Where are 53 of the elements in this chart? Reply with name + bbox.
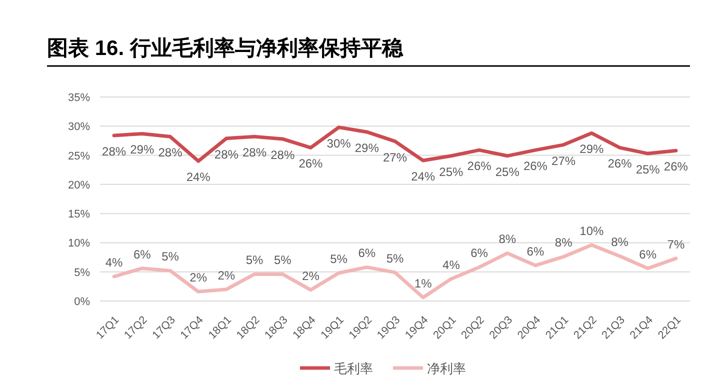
data-label: 28% — [242, 146, 267, 160]
data-label: 8% — [498, 232, 516, 246]
y-tick-label: 25% — [68, 150, 90, 162]
data-label: 26% — [298, 156, 324, 171]
data-label: 28% — [270, 148, 295, 162]
data-label: 26% — [467, 159, 492, 174]
data-label: 25% — [636, 162, 660, 177]
data-label: 5% — [386, 251, 404, 266]
data-label: 6% — [358, 246, 376, 260]
data-label: 5% — [330, 252, 348, 266]
chart-title: 图表 16. 行业毛利率与净利率保持平稳 — [47, 36, 404, 60]
data-label: 8% — [611, 235, 629, 250]
y-tick-label: 15% — [68, 208, 90, 221]
data-label: 26% — [608, 156, 632, 171]
y-tick-label: 20% — [68, 179, 90, 192]
y-tick-label: 5% — [74, 266, 90, 279]
data-label: 28% — [158, 146, 183, 160]
data-label: 2% — [190, 270, 208, 285]
y-tick-label: 30% — [68, 121, 90, 134]
data-label: 8% — [554, 236, 573, 250]
data-label: 29% — [354, 140, 380, 155]
data-label: 25% — [495, 164, 520, 179]
data-label: 2% — [218, 268, 236, 282]
data-label: 6% — [133, 247, 152, 262]
data-label: 26% — [664, 160, 688, 174]
data-label: 26% — [523, 159, 548, 174]
data-label: 2% — [302, 268, 320, 283]
data-label: 6% — [526, 244, 544, 258]
data-label: 28% — [214, 147, 239, 162]
y-tick-label: 35% — [68, 92, 90, 104]
legend-label: 毛利率 — [334, 361, 373, 376]
data-label: 30% — [326, 136, 352, 150]
data-label: 27% — [552, 154, 576, 168]
data-label: 1% — [414, 276, 432, 291]
data-label: 5% — [274, 253, 292, 268]
data-label: 29% — [130, 142, 154, 157]
data-label: 5% — [246, 253, 264, 268]
data-label: 25% — [439, 164, 464, 179]
data-label: 24% — [186, 170, 211, 184]
data-label: 27% — [382, 150, 408, 164]
data-label: 6% — [639, 247, 657, 262]
data-label: 24% — [411, 170, 436, 184]
legend-label: 净利率 — [427, 361, 466, 376]
y-tick-label: 10% — [68, 238, 90, 250]
data-label: 4% — [105, 256, 124, 270]
data-label: 4% — [442, 258, 460, 272]
data-label: 7% — [667, 237, 685, 252]
data-label: 29% — [580, 142, 604, 156]
data-label: 28% — [102, 144, 126, 158]
data-label: 5% — [162, 250, 180, 264]
data-label: 10% — [580, 224, 604, 238]
y-tick-label: 0% — [74, 296, 90, 308]
data-label: 6% — [470, 246, 488, 260]
